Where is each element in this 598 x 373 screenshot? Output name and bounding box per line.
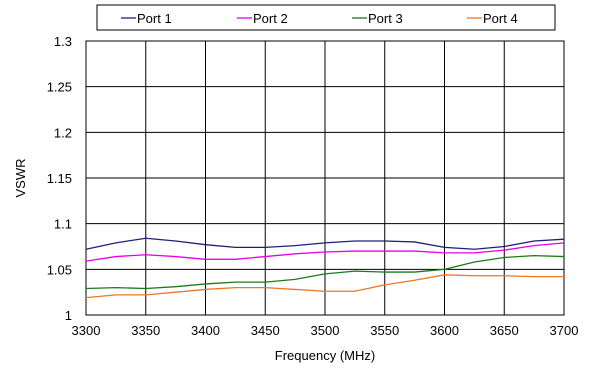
- y-tick-label: 1.1: [54, 217, 72, 232]
- y-tick-label: 1.25: [47, 80, 72, 95]
- x-tick-label: 3350: [131, 323, 160, 338]
- legend-label-port-4: Port 4: [483, 11, 518, 26]
- y-tick-label: 1.2: [54, 125, 72, 140]
- y-tick-label: 1: [65, 308, 72, 323]
- x-tick-label: 3550: [370, 323, 399, 338]
- grid: [85, 40, 565, 316]
- y-tick-label: 1.05: [47, 262, 72, 277]
- x-tick-label: 3600: [430, 323, 459, 338]
- y-tick-label: 1.3: [54, 34, 72, 49]
- x-axis-label: Frequency (MHz): [275, 348, 375, 363]
- plot-frame: [85, 40, 565, 316]
- y-tick-label: 1.15: [47, 171, 72, 186]
- legend-label-port-2: Port 2: [253, 11, 288, 26]
- x-tick-label: 3700: [550, 323, 579, 338]
- x-tick-label: 3400: [191, 323, 220, 338]
- x-tick-label: 3500: [311, 323, 340, 338]
- series-line-port-1: [85, 237, 565, 250]
- y-axis-label: VSWR: [13, 159, 28, 198]
- x-tick-label: 3650: [490, 323, 519, 338]
- series-line-port-4: [85, 274, 564, 299]
- x-tick-label: 3450: [251, 323, 280, 338]
- series-lines: [85, 237, 565, 299]
- legend: Port 1 Port 2 Port 3 Port 4: [96, 4, 556, 31]
- series-line-port-2: [85, 242, 565, 262]
- series-line-port-3: [85, 254, 565, 290]
- x-tick-label: 3300: [72, 323, 101, 338]
- legend-label-port-3: Port 3: [368, 11, 403, 26]
- legend-label-port-1: Port 1: [137, 11, 172, 26]
- tick-labels: 3300 3350 3400 3450 3500 3550 3600 3650 3700 1 1.0…: [47, 34, 579, 338]
